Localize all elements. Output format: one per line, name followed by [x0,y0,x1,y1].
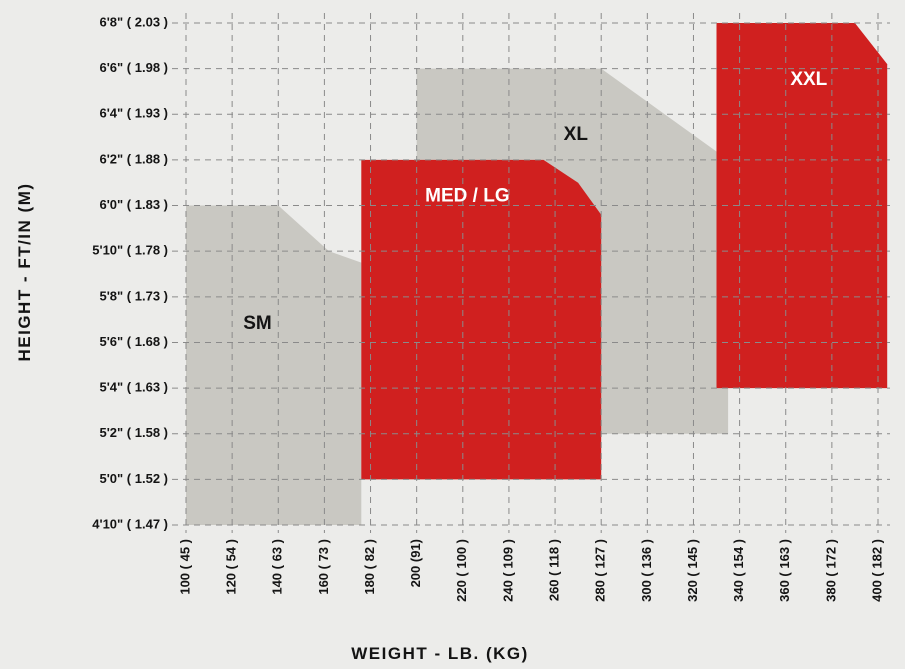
y-tick-label: 5'8" ( 1.73 ) [99,288,168,303]
x-tick-label: 360 ( 163 ) [777,539,792,602]
y-axis-title: HEIGHT - FT/IN (M) [15,182,34,361]
size-regions [186,23,888,525]
x-tick-label: 280 ( 127 ) [593,539,608,602]
size-region-labels: SM XL XXL MED / LG [243,69,827,334]
x-axis-tick-labels: 100 ( 45 ) 120 ( 54 ) 140 ( 63 ) 160 ( 73 )… [177,539,884,602]
x-tick-label: 340 ( 154 ) [731,539,746,602]
y-tick-label: 6'4" ( 1.93 ) [99,106,168,121]
x-tick-label: 320 ( 145 ) [685,539,700,602]
x-tick-label: 240 ( 109 ) [500,539,515,602]
x-tick-label: 380 ( 172 ) [823,539,838,602]
x-tick-label: 400 ( 182 ) [869,539,884,602]
size-label-med-lg: MED / LG [425,185,509,206]
y-tick-label: 5'2" ( 1.58 ) [99,425,168,440]
x-tick-label: 200 (91) [408,539,423,587]
size-label-xl: XL [564,124,589,145]
y-axis-tick-labels: 4'10" ( 1.47 ) 5'0" ( 1.52 ) 5'2" ( 1.58 )… [92,14,168,531]
y-tick-label: 5'6" ( 1.68 ) [99,334,168,349]
y-tick-label: 6'0" ( 1.83 ) [99,197,168,212]
x-tick-label: 180 ( 82 ) [362,539,377,595]
x-tick-label: 120 ( 54 ) [224,539,239,595]
grid-lines [172,13,890,533]
y-tick-label: 6'2" ( 1.88 ) [99,151,168,166]
size-label-xxl: XXL [790,69,827,90]
x-tick-label: 260 ( 118 ) [547,539,562,601]
y-tick-label: 6'8" ( 2.03 ) [99,14,168,29]
y-tick-label: 5'0" ( 1.52 ) [99,471,168,486]
y-tick-label: 6'6" ( 1.98 ) [99,60,168,75]
y-tick-label: 4'10" ( 1.47 ) [92,516,168,531]
size-label-sm: SM [243,313,272,334]
y-tick-label: 5'10" ( 1.78 ) [92,243,168,258]
x-tick-label: 300 ( 136 ) [639,539,654,602]
x-tick-label: 220 ( 100 ) [454,539,469,602]
region-sm [186,205,362,525]
y-tick-label: 5'4" ( 1.63 ) [99,380,168,395]
x-tick-label: 160 ( 73 ) [316,539,331,595]
x-tick-label: 140 ( 63 ) [270,539,285,595]
region-med-lg [361,159,602,480]
x-axis-title: WEIGHT - LB. (KG) [351,644,529,663]
x-tick-label: 100 ( 45 ) [177,539,192,595]
